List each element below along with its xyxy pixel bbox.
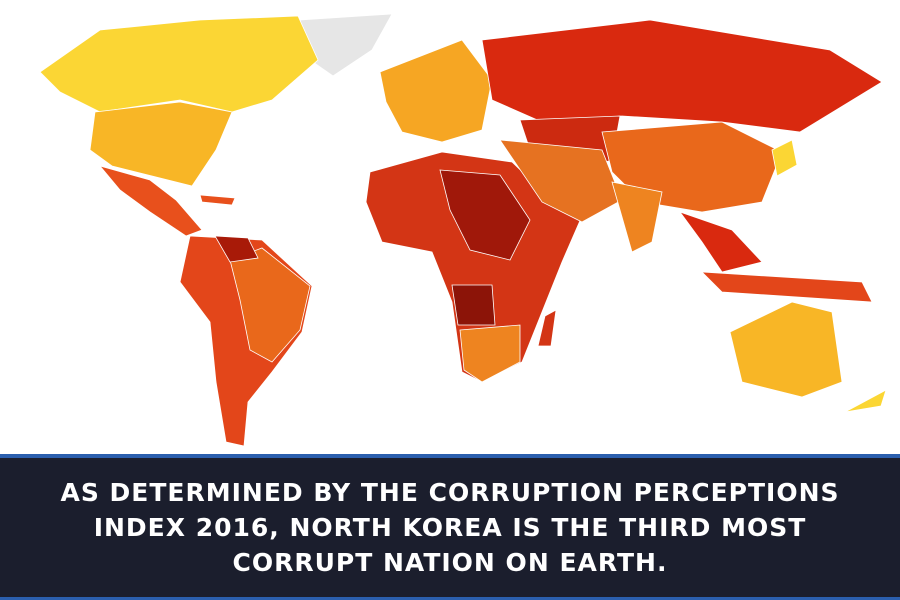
- caption-line: AS DETERMINED BY THE CORRUPTION PERCEPTI…: [60, 478, 840, 507]
- region: [98, 165, 203, 237]
- region: [379, 39, 493, 143]
- world-map: [39, 13, 887, 447]
- region: [611, 181, 663, 253]
- region: [229, 247, 311, 363]
- region: [89, 101, 233, 187]
- region: [771, 139, 798, 177]
- region: [299, 13, 393, 77]
- caption-band: AS DETERMINED BY THE CORRUPTION PERCEPTI…: [0, 454, 900, 600]
- region: [729, 301, 843, 398]
- region: [39, 15, 319, 113]
- region: [537, 309, 557, 347]
- region: [199, 194, 236, 206]
- region: [451, 284, 496, 326]
- region: [481, 19, 883, 133]
- caption-line: INDEX 2016, NORTH KOREA IS THE THIRD MOS…: [93, 513, 807, 542]
- region: [439, 169, 531, 261]
- region: [459, 324, 521, 383]
- region: [700, 271, 873, 303]
- region: [214, 235, 259, 263]
- region: [499, 139, 623, 223]
- region: [844, 389, 887, 413]
- region: [678, 211, 763, 273]
- caption-line: CORRUPT NATION ON EARTH.: [232, 548, 668, 577]
